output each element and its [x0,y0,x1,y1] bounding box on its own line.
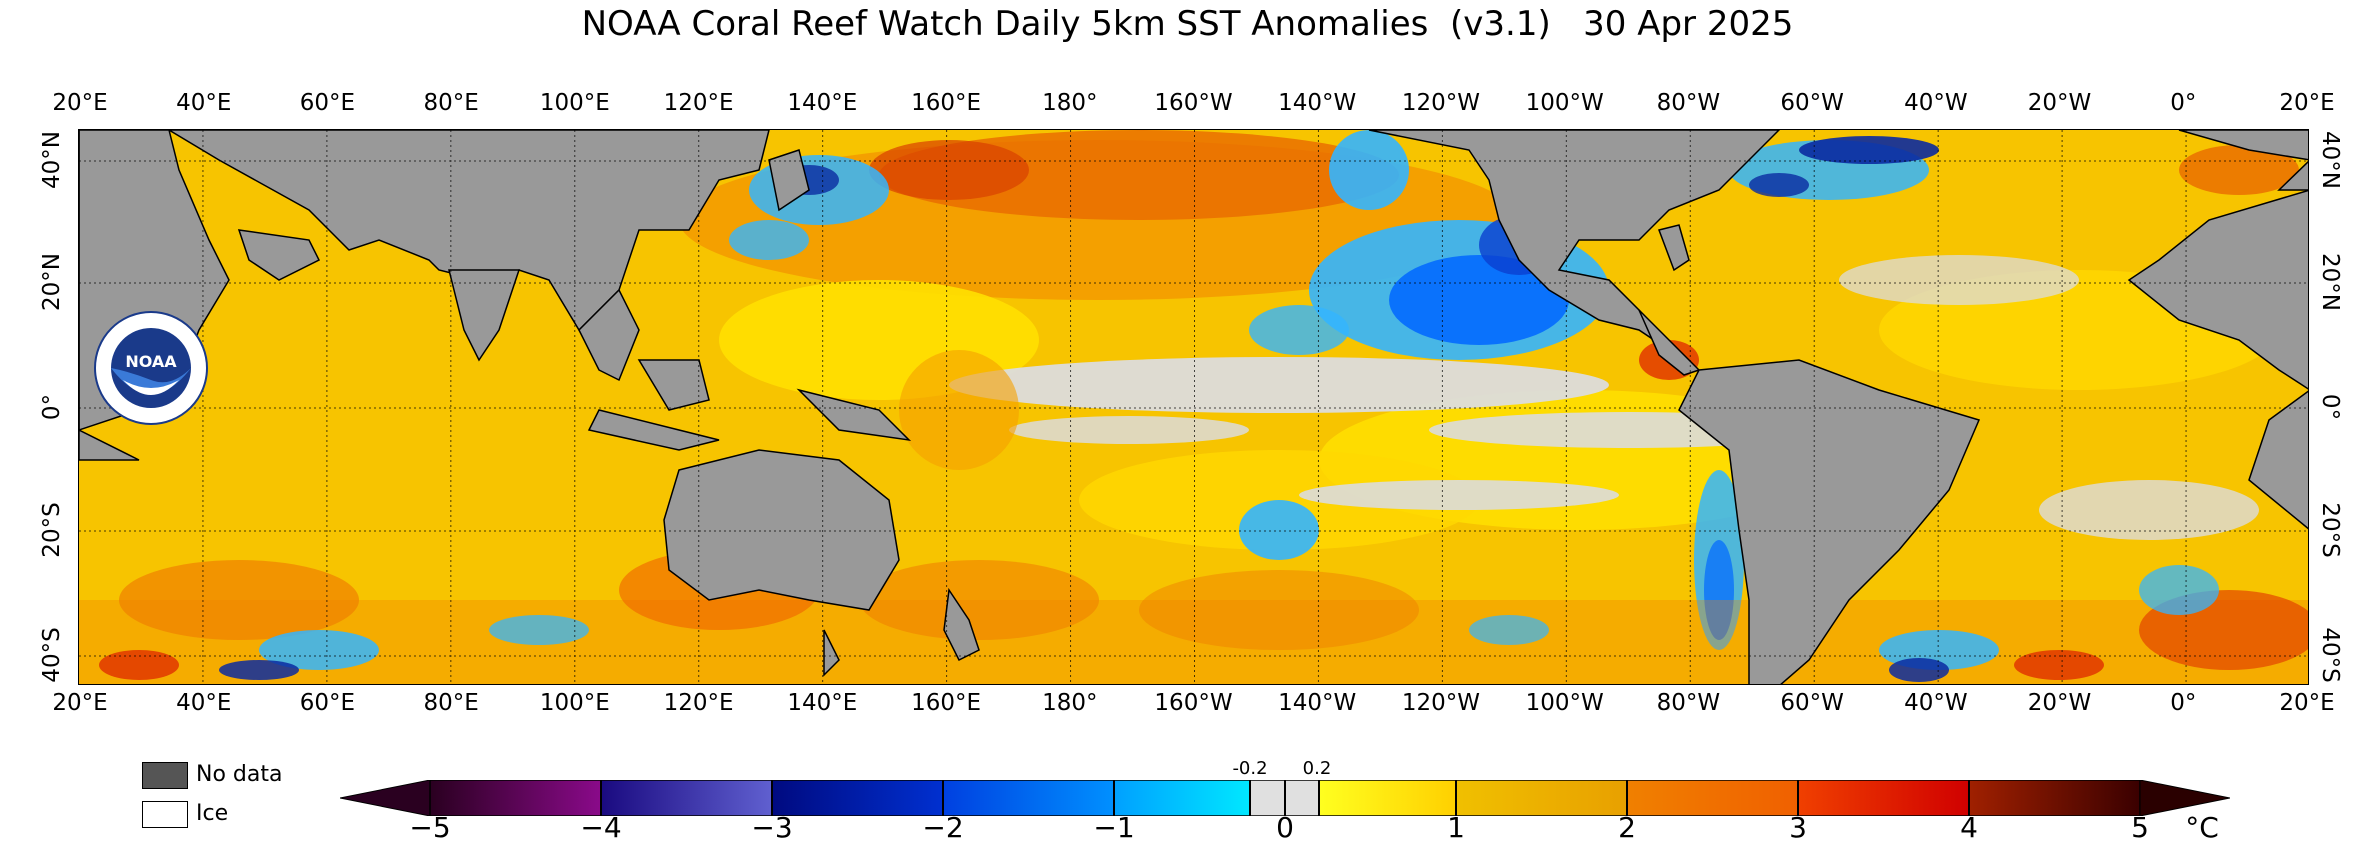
lat-label-right-40s: 40°S [2317,627,2343,683]
graticule [79,130,2308,684]
colorbar-tick-1: 1 [1447,811,1465,844]
ice-swatch [142,801,188,828]
lat-label-right-20n: 20°N [2317,253,2343,311]
lat-label-right-40n: 40°N [2317,131,2343,189]
colorbar-tick-0: 0 [1276,811,1294,844]
lat-label-right-0: 0° [2317,393,2343,421]
no-data-swatch [142,762,188,789]
lon-label-top: 20°E [2279,90,2335,116]
lon-label-top: 20°W [2027,90,2092,116]
lon-label-bottom: 120°W [1401,690,1481,716]
lon-label-bottom: 100°E [539,690,610,716]
lon-label-top: 80°E [423,90,479,116]
colorbar-tick-neg1: −1 [1093,811,1135,844]
lon-label-bottom: 20°E [52,690,108,716]
lon-label-top: 100°W [1525,90,1604,116]
land-masses [79,130,2308,684]
colorbar-label-pos-0-2: 0.2 [1302,758,1332,779]
lon-label-bottom: 100°W [1525,690,1604,716]
map-svg [79,130,2308,684]
lon-label-top: 0° [2170,90,2197,116]
lat-label-right-20s: 20°S [2317,502,2343,558]
lon-label-bottom: 60°E [299,690,356,716]
lon-label-bottom: 80°W [1656,690,1721,716]
colorbar-tick-neg3: −3 [751,811,793,844]
lon-label-bottom: 140°W [1278,690,1357,716]
lon-label-bottom: 40°W [1904,690,1968,716]
lat-label-left-20n: 20°N [39,253,65,311]
noaa-logo-name: NOAA [125,352,177,371]
lon-label-top: 140°W [1278,90,1357,116]
colorbar-unit: °C [2185,811,2219,844]
lat-label-left-20s: 20°S [39,502,65,558]
lat-label-left-40s: 40°S [39,627,65,683]
lon-label-top: 120°E [663,90,734,116]
lon-label-top: 60°W [1780,90,1844,116]
colorbar-tick-neg5: −5 [409,811,451,844]
lon-label-top: 180° [1042,90,1098,116]
lon-label-top: 40°E [176,90,232,116]
lon-label-top: 60°E [299,90,356,116]
colorbar-tick-4: 4 [1960,811,1978,844]
map-title: NOAA Coral Reef Watch Daily 5km SST Anom… [581,4,1794,44]
lon-label-top: 140°E [787,90,858,116]
lon-label-top: 20°E [52,90,108,116]
colorbar-label-neg-0-2: -0.2 [1232,758,1268,779]
lon-label-bottom: 20°W [2027,690,2092,716]
lon-label-top: 160°W [1154,90,1233,116]
lat-label-left-40n: 40°N [39,131,65,189]
lon-label-top: 80°W [1656,90,1721,116]
lon-label-top: 160°E [911,90,982,116]
lon-label-bottom: 80°E [423,690,479,716]
colorbar-tick-neg4: −4 [580,811,622,844]
noaa-logo: NOAA [93,310,209,426]
lon-label-bottom: 160°W [1154,690,1233,716]
colorbar-tick-2: 2 [1618,811,1636,844]
lon-label-bottom: 20°E [2279,690,2335,716]
lon-label-bottom: 120°E [663,690,734,716]
colorbar-tick-3: 3 [1789,811,1807,844]
colorbar-tick-neg2: −2 [922,811,964,844]
lon-label-top: 100°E [539,90,610,116]
lon-label-bottom: 160°E [911,690,982,716]
colorbar [340,780,2230,816]
colorbar-tick-5: 5 [2131,811,2149,844]
sst-anomaly-map: NOAA [78,129,2309,685]
lon-label-bottom: 140°E [787,690,858,716]
lon-label-bottom: 0° [2170,690,2197,716]
lon-label-bottom: 180° [1042,690,1098,716]
anomaly-patches [79,130,2308,684]
lon-label-top: 120°W [1401,90,1481,116]
lat-label-left-0: 0° [39,393,65,421]
ice-label: Ice [196,801,229,826]
no-data-label: No data [196,762,283,787]
lon-label-top: 40°W [1904,90,1968,116]
lon-label-bottom: 60°W [1780,690,1844,716]
lon-label-bottom: 40°E [176,690,232,716]
